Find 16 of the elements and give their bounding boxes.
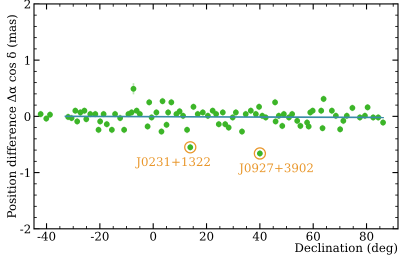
x-tick-label: 80 xyxy=(360,232,374,241)
y-tick-label: 0 xyxy=(24,112,30,122)
annotation: J0231+1322 xyxy=(135,157,210,168)
y-tick-label: -1 xyxy=(20,168,30,178)
y-tick-label: 1 xyxy=(25,56,30,65)
x-tick-label: 60 xyxy=(306,232,320,241)
x-tick-label: -20 xyxy=(90,232,109,241)
x-tick-label: -40 xyxy=(38,232,56,241)
x-axis-title: Declination (deg) xyxy=(295,243,398,255)
y-axis-title: Position difference Δα cos δ (mas) xyxy=(6,15,18,218)
x-tick-label: 20 xyxy=(200,232,214,241)
x-tick-label: 40 xyxy=(252,232,267,241)
y-tick-label: 2 xyxy=(24,0,30,8)
annotation: J0927+3902 xyxy=(238,163,313,175)
y-tick-label: -2 xyxy=(20,224,30,234)
x-tick-label: 0 xyxy=(150,232,156,241)
